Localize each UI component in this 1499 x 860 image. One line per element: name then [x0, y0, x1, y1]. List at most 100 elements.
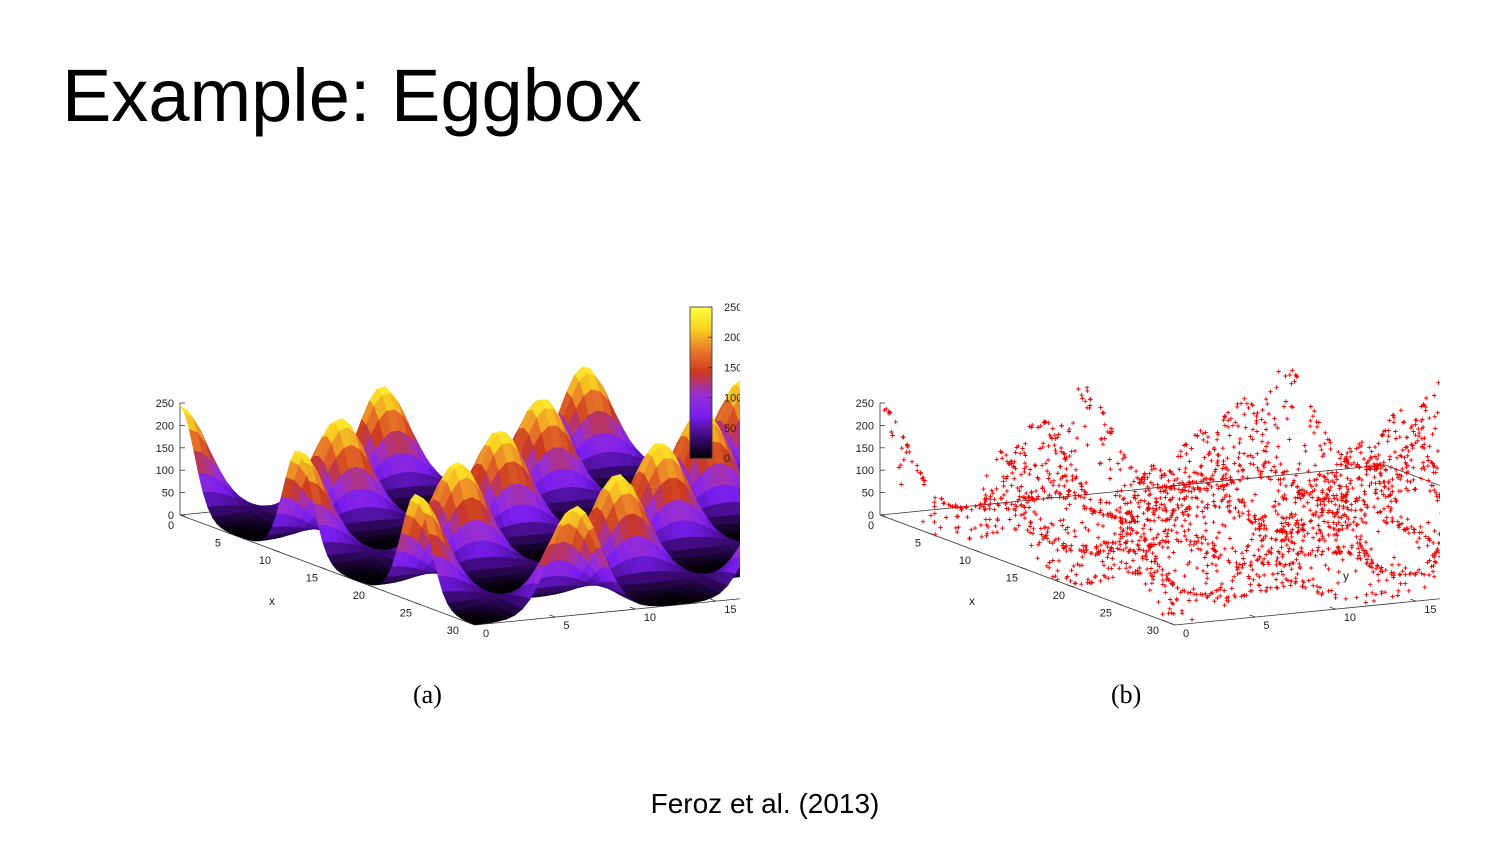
colorbar-band	[690, 312, 712, 316]
scatter-point	[1222, 495, 1227, 500]
colorbar-tick-label: 250	[724, 302, 740, 314]
scatter-point	[1336, 483, 1342, 488]
x-tick-mark	[1020, 567, 1028, 570]
scatter-point	[1205, 541, 1211, 547]
scatter-point	[1259, 439, 1265, 444]
scatter-point	[1432, 487, 1437, 493]
scatter-point	[1219, 477, 1225, 482]
scatter-point	[1261, 518, 1266, 524]
scatter-point	[1323, 430, 1328, 435]
scatter-point	[1314, 531, 1319, 536]
scatter-point	[1229, 586, 1234, 591]
y-tick-label: 10	[644, 612, 656, 624]
y-tick-mark	[549, 614, 556, 618]
scatter-point	[1138, 498, 1144, 503]
scatter-point	[1368, 582, 1373, 587]
z-tick-label: 250	[156, 398, 174, 410]
scatter-point	[1060, 523, 1065, 528]
scatter-point	[1347, 481, 1353, 486]
scatter-point	[1135, 542, 1140, 547]
z-tick-label: 250	[856, 398, 874, 410]
scatter-point	[1261, 462, 1266, 468]
x-tick-label: 5	[215, 538, 221, 550]
scatter-point	[1320, 454, 1325, 459]
scatter-point	[987, 506, 992, 511]
scatter-point	[1234, 560, 1239, 566]
scatter-point	[1383, 494, 1388, 500]
scatter-point	[1191, 586, 1196, 592]
x-tick-label: 25	[1100, 608, 1112, 620]
scatter-point	[1105, 555, 1110, 560]
x-tick-mark	[414, 602, 421, 605]
scatter-point	[1230, 546, 1235, 551]
scatter-point	[1293, 500, 1298, 505]
x-axis-label: x	[969, 594, 975, 608]
scatter-point	[1378, 466, 1383, 471]
colorbar-band	[690, 332, 712, 336]
colorbar-band	[690, 369, 712, 374]
colorbar-band	[690, 440, 712, 444]
scatter-point	[1296, 551, 1301, 557]
scatter-point	[1170, 495, 1175, 500]
scatter-point	[1323, 563, 1328, 568]
colorbar-band	[690, 412, 712, 416]
colorbar-band	[690, 354, 712, 358]
scatter-point	[1027, 530, 1033, 535]
scatter-point	[1182, 518, 1188, 523]
x-tick-mark	[879, 514, 887, 518]
scatter-point	[1279, 521, 1284, 526]
scatter-point	[1341, 544, 1346, 549]
scatter-point	[1115, 546, 1120, 551]
x-tick-mark	[461, 619, 468, 623]
scatter-point	[1164, 534, 1169, 539]
surface-facet	[470, 621, 484, 625]
scatter-point	[904, 442, 910, 447]
colorbar-band	[690, 450, 712, 454]
scatter-point	[1152, 570, 1157, 575]
scatter-point	[1385, 504, 1391, 509]
scatter-point	[1419, 571, 1424, 576]
axes-a: 050100150200250051015202530051015202530x…	[156, 398, 740, 640]
surface-mesh	[179, 366, 740, 625]
colorbar-tick-label: 50	[724, 423, 736, 435]
colorbar: 0 50 100 150 200 250	[689, 302, 740, 465]
scatter-point	[1315, 503, 1320, 508]
scatter-point	[1216, 530, 1222, 535]
scatter-point	[1225, 456, 1230, 461]
scatter-point	[1206, 452, 1211, 457]
scatter-point	[1385, 494, 1391, 499]
colorbar-band	[690, 327, 712, 331]
scatter-point	[1004, 476, 1009, 481]
scatter-point	[1227, 494, 1232, 499]
colorbar-band	[690, 377, 712, 381]
scatter-point	[1137, 480, 1142, 485]
scatter-point	[1403, 486, 1409, 491]
scatter-point	[1351, 460, 1357, 466]
scatter-point	[1318, 502, 1323, 507]
colorbar-band	[690, 442, 712, 447]
scatter-points	[882, 368, 1440, 622]
scatter-point	[1260, 407, 1265, 413]
colorbar-band	[690, 309, 712, 313]
scatter-point	[1339, 452, 1344, 457]
y-axis-label: y	[1343, 569, 1349, 583]
scatter-point	[1079, 563, 1085, 568]
scatter-point	[1121, 452, 1127, 457]
scatter-point	[1131, 548, 1136, 553]
scatter-point	[1071, 420, 1076, 426]
scatter-point	[1200, 592, 1205, 597]
scatter-point	[1072, 448, 1078, 454]
scatter-point	[1276, 444, 1281, 449]
scatter-point	[1203, 581, 1209, 586]
scatter-point	[1252, 553, 1257, 558]
scatter-point	[1239, 551, 1245, 556]
z-tick-label: 50	[862, 488, 874, 500]
colorbar-band	[690, 322, 712, 326]
scatter-point	[1425, 463, 1431, 469]
scatter-point	[981, 504, 986, 509]
y-tick-mark	[1168, 622, 1176, 626]
scatter-point	[1361, 456, 1367, 462]
colorbar-band	[690, 392, 712, 396]
axis-base-front	[879, 464, 1440, 626]
scatter-point	[1434, 465, 1440, 471]
